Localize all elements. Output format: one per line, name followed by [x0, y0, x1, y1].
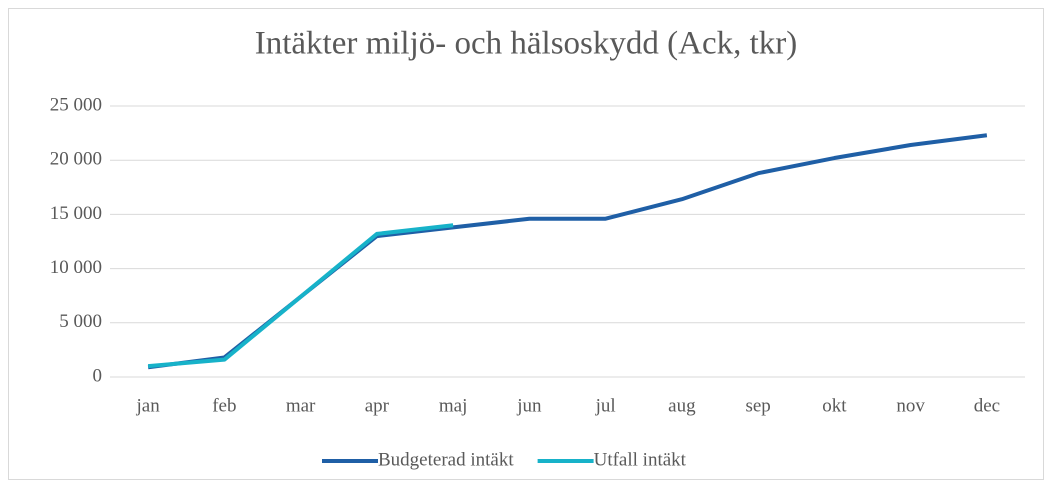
x-tick-label: maj	[439, 395, 468, 416]
x-tick-label: nov	[896, 395, 925, 416]
x-tick-label: mar	[286, 395, 316, 416]
x-tick-label: jul	[595, 395, 616, 416]
legend-label: Budgeterad intäkt	[378, 449, 514, 470]
x-tick-label: jun	[516, 395, 542, 416]
y-tick-label: 0	[93, 365, 103, 386]
x-tick-label: sep	[745, 395, 770, 416]
y-tick-label: 25 000	[50, 94, 102, 115]
y-tick-label: 15 000	[50, 203, 102, 224]
x-tick-label: dec	[974, 395, 1000, 416]
x-tick-label: jan	[136, 395, 161, 416]
x-tick-label: feb	[212, 395, 236, 416]
y-tick-label: 20 000	[50, 149, 102, 170]
x-tick-label: aug	[668, 395, 696, 416]
y-tick-label: 5 000	[59, 311, 102, 332]
line-series	[147, 223, 454, 369]
x-tick-label: okt	[822, 395, 847, 416]
chart-title: Intäkter miljö- och hälsoskydd (Ack, tkr…	[255, 26, 798, 62]
legend-label: Utfall intäkt	[594, 449, 687, 470]
x-tick-label: apr	[365, 395, 390, 416]
y-tick-label: 10 000	[50, 257, 102, 278]
chart-border	[8, 8, 1044, 480]
